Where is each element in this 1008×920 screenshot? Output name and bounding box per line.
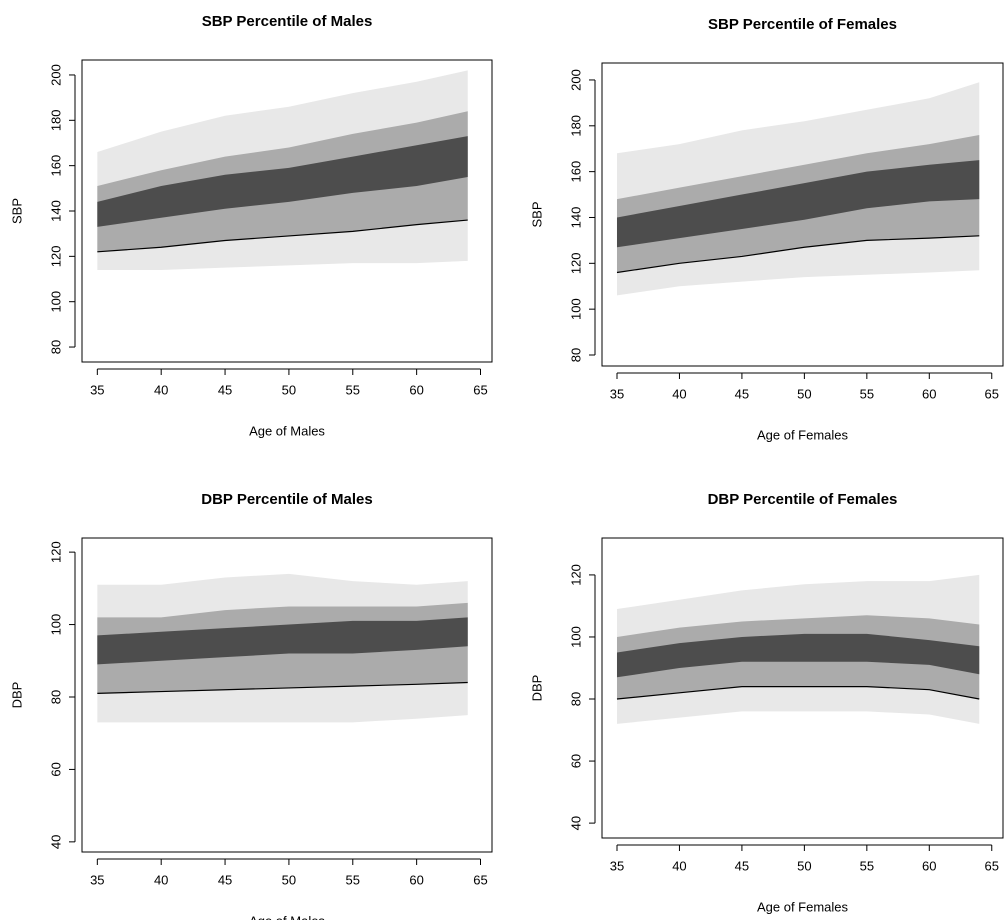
y-tick-label: 120 bbox=[568, 252, 583, 274]
y-tick-label: 40 bbox=[48, 835, 63, 849]
y-tick-label: 80 bbox=[48, 690, 63, 704]
plot-box bbox=[601, 62, 1004, 367]
y-tick-label: 40 bbox=[568, 816, 583, 830]
y-tick-label: 160 bbox=[48, 155, 63, 177]
x-axis-label: Age of Males bbox=[249, 913, 325, 920]
y-tick-label: 120 bbox=[568, 564, 583, 586]
x-tick-label: 35 bbox=[610, 858, 624, 873]
x-tick-label: 65 bbox=[985, 386, 999, 401]
median-line bbox=[97, 219, 468, 253]
y-tick-label: 100 bbox=[568, 626, 583, 648]
x-tick-label: 55 bbox=[346, 872, 360, 887]
y-tick-label: 100 bbox=[48, 614, 63, 636]
plot-box bbox=[81, 537, 493, 853]
y-axis-label: DBP bbox=[529, 675, 544, 702]
x-tick-label: 45 bbox=[218, 382, 232, 397]
x-tick-label: 45 bbox=[218, 872, 232, 887]
y-tick-label: 140 bbox=[48, 200, 63, 222]
x-tick-label: 55 bbox=[860, 858, 874, 873]
plot-box bbox=[81, 59, 493, 363]
percentile-band bbox=[97, 617, 468, 665]
x-tick-label: 60 bbox=[409, 872, 423, 887]
x-tick-label: 50 bbox=[282, 872, 296, 887]
x-tick-label: 55 bbox=[346, 382, 360, 397]
panel-title: DBP Percentile of Females bbox=[708, 491, 898, 508]
panel-title: DBP Percentile of Males bbox=[201, 491, 372, 508]
x-tick-label: 40 bbox=[672, 386, 686, 401]
x-tick-label: 60 bbox=[922, 858, 936, 873]
percentile-band bbox=[616, 633, 980, 678]
median-line bbox=[616, 686, 980, 700]
plot-box bbox=[601, 537, 1004, 839]
x-tick-label: 45 bbox=[735, 386, 749, 401]
y-tick-label: 120 bbox=[48, 245, 63, 267]
y-tick-label: 140 bbox=[568, 207, 583, 229]
y-tick-label: 80 bbox=[568, 348, 583, 362]
y-tick-label: 180 bbox=[48, 109, 63, 131]
x-tick-label: 40 bbox=[154, 382, 168, 397]
y-tick-label: 100 bbox=[48, 291, 63, 313]
x-tick-label: 60 bbox=[409, 382, 423, 397]
x-tick-label: 60 bbox=[922, 386, 936, 401]
y-axis-label: SBP bbox=[529, 201, 544, 227]
y-tick-label: 60 bbox=[48, 762, 63, 776]
x-axis-label: Age of Females bbox=[757, 427, 849, 442]
y-tick-label: 120 bbox=[48, 541, 63, 563]
x-tick-label: 40 bbox=[154, 872, 168, 887]
y-tick-label: 200 bbox=[48, 64, 63, 86]
x-axis-label: Age of Females bbox=[757, 899, 849, 914]
x-tick-label: 50 bbox=[282, 382, 296, 397]
y-tick-label: 80 bbox=[48, 340, 63, 354]
x-tick-label: 35 bbox=[90, 382, 104, 397]
x-tick-label: 65 bbox=[985, 858, 999, 873]
y-tick-label: 160 bbox=[568, 161, 583, 183]
median-line bbox=[616, 235, 980, 274]
y-axis-label: SBP bbox=[9, 198, 24, 224]
x-tick-label: 50 bbox=[797, 858, 811, 873]
x-tick-label: 40 bbox=[672, 858, 686, 873]
y-tick-label: 60 bbox=[568, 754, 583, 768]
x-tick-label: 55 bbox=[860, 386, 874, 401]
y-tick-label: 80 bbox=[568, 692, 583, 706]
y-axis-label: DBP bbox=[9, 682, 24, 709]
x-tick-label: 50 bbox=[797, 386, 811, 401]
x-tick-label: 45 bbox=[735, 858, 749, 873]
percentile-band bbox=[97, 136, 468, 227]
panel-title: SBP Percentile of Females bbox=[708, 16, 897, 33]
x-tick-label: 35 bbox=[610, 386, 624, 401]
x-tick-label: 65 bbox=[473, 382, 487, 397]
median-line bbox=[97, 681, 468, 694]
percentile-band bbox=[616, 160, 980, 248]
x-tick-label: 65 bbox=[473, 872, 487, 887]
x-axis-label: Age of Males bbox=[249, 423, 325, 438]
y-tick-label: 100 bbox=[568, 298, 583, 320]
x-tick-label: 35 bbox=[90, 872, 104, 887]
panel-title: SBP Percentile of Males bbox=[202, 13, 373, 30]
y-tick-label: 180 bbox=[568, 115, 583, 137]
y-tick-label: 200 bbox=[568, 69, 583, 91]
